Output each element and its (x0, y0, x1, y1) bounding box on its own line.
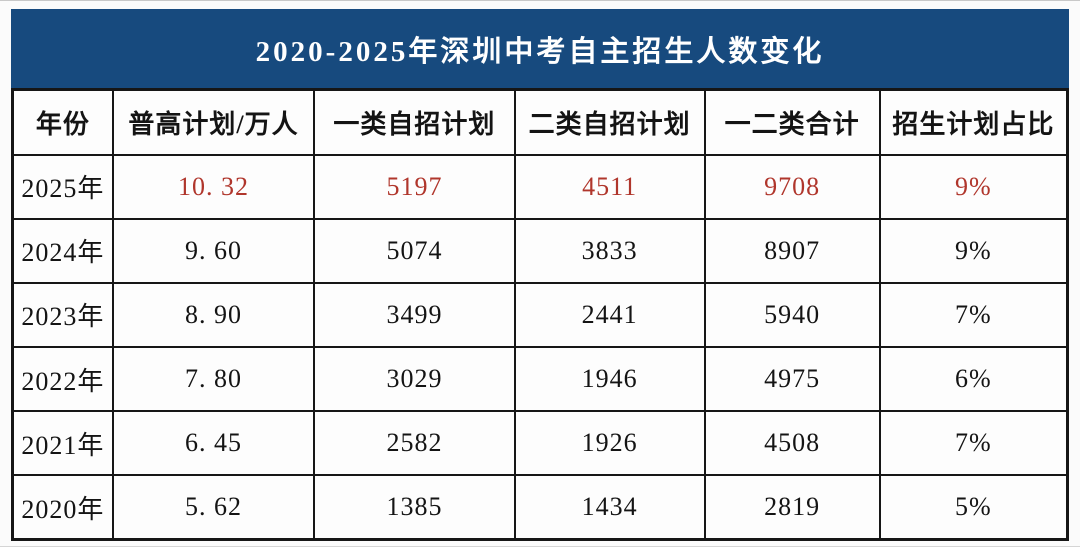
value-cell: 7. 80 (111, 345, 316, 413)
value-cell: 9708 (703, 153, 881, 220)
enrollment-table: 年份 普高计划/万人 一类自招计划 二类自招计划 一二类合计 招生计划占比 20… (11, 88, 1069, 541)
value-cell: 2441 (513, 281, 706, 348)
value-cell: 9% (878, 217, 1069, 284)
value-cell: 5940 (703, 281, 881, 348)
table-row-2020: 2020年 5. 62 1385 1434 2819 5% (11, 474, 1069, 541)
table-row-2022: 2022年 7. 80 3029 1946 4975 6% (11, 345, 1069, 413)
table-row-2023: 2023年 8. 90 3499 2441 5940 7% (11, 281, 1069, 348)
value-cell: 5197 (313, 153, 516, 220)
value-cell: 7% (878, 410, 1069, 477)
year-cell: 2024年 (11, 217, 114, 284)
title-bar: 2020-2025年深圳中考自主招生人数变化 (11, 9, 1069, 88)
column-header-year: 年份 (11, 88, 114, 156)
year-cell: 2021年 (11, 410, 114, 477)
value-cell: 3029 (313, 345, 516, 413)
column-header-type1: 一类自招计划 (313, 88, 516, 156)
column-header-type2: 二类自招计划 (513, 88, 706, 156)
value-cell: 1434 (513, 474, 706, 541)
value-cell: 9. 60 (111, 217, 316, 284)
value-cell: 1385 (313, 474, 516, 541)
year-cell: 2025年 (11, 153, 114, 220)
table-row-2025: 2025年 10. 32 5197 4511 9708 9% (11, 153, 1069, 220)
page-title: 2020-2025年深圳中考自主招生人数变化 (255, 35, 825, 68)
value-cell: 2582 (313, 410, 516, 477)
header-row: 年份 普高计划/万人 一类自招计划 二类自招计划 一二类合计 招生计划占比 (11, 88, 1069, 156)
value-cell: 4975 (703, 345, 881, 413)
value-cell: 5074 (313, 217, 516, 284)
column-header-plan: 普高计划/万人 (111, 88, 316, 156)
value-cell: 9% (878, 153, 1069, 220)
value-cell: 2819 (703, 474, 881, 541)
value-cell: 3833 (513, 217, 706, 284)
table-row-2021: 2021年 6. 45 2582 1926 4508 7% (11, 410, 1069, 477)
value-cell: 10. 32 (111, 153, 316, 220)
value-cell: 1926 (513, 410, 706, 477)
value-cell: 6% (878, 345, 1069, 413)
value-cell: 5% (878, 474, 1069, 541)
value-cell: 3499 (313, 281, 516, 348)
year-cell: 2020年 (11, 474, 114, 541)
value-cell: 8. 90 (111, 281, 316, 348)
year-cell: 2023年 (11, 281, 114, 348)
column-header-ratio: 招生计划占比 (878, 88, 1069, 156)
year-cell: 2022年 (11, 345, 114, 413)
value-cell: 5. 62 (111, 474, 316, 541)
value-cell: 4511 (513, 153, 706, 220)
table-row-2024: 2024年 9. 60 5074 3833 8907 9% (11, 217, 1069, 284)
column-header-total: 一二类合计 (703, 88, 881, 156)
value-cell: 6. 45 (111, 410, 316, 477)
value-cell: 4508 (703, 410, 881, 477)
value-cell: 7% (878, 281, 1069, 348)
value-cell: 8907 (703, 217, 881, 284)
value-cell: 1946 (513, 345, 706, 413)
